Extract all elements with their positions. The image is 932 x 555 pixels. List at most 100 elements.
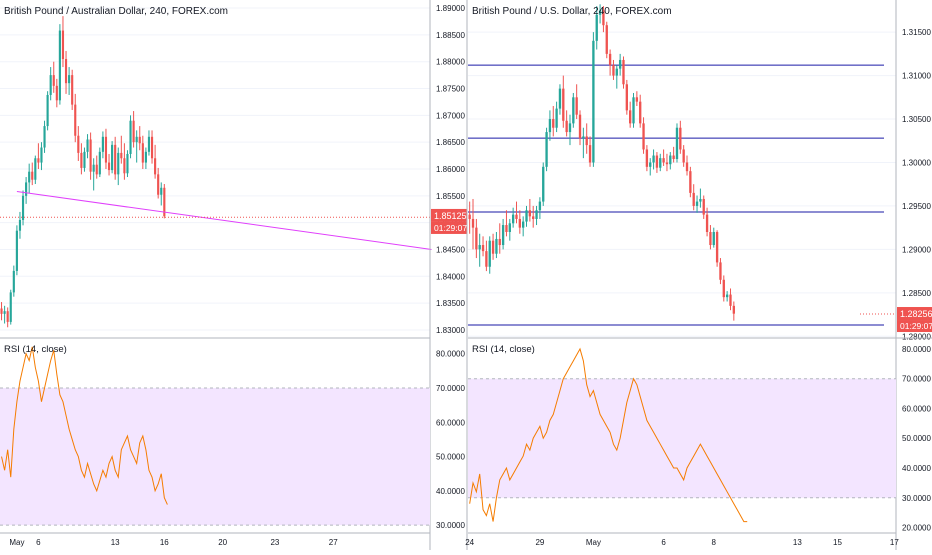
right-candle-body: [675, 127, 679, 160]
left-rsi-band: [0, 388, 430, 526]
right-candle-body: [695, 201, 699, 206]
right-candle-body: [582, 136, 585, 139]
left-candle-body: [40, 147, 43, 163]
right-candle-body: [552, 119, 555, 128]
left-candle-body: [43, 126, 46, 148]
right-candle-body: [575, 97, 578, 115]
left-rsi-tick: 30.0000: [436, 521, 465, 530]
left-time-axis[interactable]: May 6 13 16 20 23 27: [0, 532, 430, 547]
right-candle-body: [525, 210, 528, 222]
right-candle-body: [565, 120, 568, 133]
right-rsi-tick: 50.0000: [902, 434, 931, 443]
right-candle-body: [508, 223, 511, 232]
right-candle-body: [712, 231, 715, 246]
left-time-tick: 20: [218, 538, 227, 547]
right-last-price-badge: [897, 307, 932, 321]
right-rsi-tick: 80.0000: [902, 345, 931, 354]
left-price-axis[interactable]: 1.89000 1.88500 1.88000 1.87500 1.87000 1.865…: [429, 0, 467, 550]
left-price-tick: 1.83500: [436, 299, 465, 308]
left-time-tick: 6: [36, 538, 41, 547]
right-candle-body: [615, 68, 618, 76]
right-candle-body: [505, 225, 508, 232]
left-candle-body: [52, 75, 55, 86]
left-candle-body: [25, 182, 28, 196]
right-rsi-tick: 60.0000: [902, 404, 931, 413]
right-candle-body: [572, 97, 575, 124]
left-price-tick: 1.86500: [436, 138, 465, 147]
left-time-tick: 27: [329, 538, 338, 547]
right-candle-body: [692, 192, 695, 206]
left-candle-body: [138, 136, 141, 144]
right-candle-body: [485, 251, 488, 267]
right-candle-body: [659, 158, 662, 168]
left-price-pane[interactable]: British Pound / Australian Dollar, 240, …: [0, 0, 432, 338]
left-trendline[interactable]: [16, 191, 432, 250]
right-time-ticks: 24 29 May 6 8 13 15 17: [465, 538, 899, 547]
left-candle-body: [135, 136, 138, 143]
left-candle-body: [31, 171, 34, 180]
left-rsi-tick: 40.0000: [436, 487, 465, 496]
left-candle-body: [163, 187, 166, 217]
right-price-plot-area[interactable]: [468, 0, 896, 338]
left-countdown-badge: [431, 221, 467, 234]
right-time-axis[interactable]: 24 29 May 6 8 13 15 17: [465, 532, 899, 547]
left-candle-body: [141, 143, 144, 163]
left-rsi-pane[interactable]: RSI (14, close) 80.0000 70.0000 60.0000 50.…: [0, 337, 465, 530]
right-candle-body: [515, 214, 518, 219]
right-candle-body: [729, 294, 732, 306]
left-candle-body: [46, 94, 49, 127]
right-candle-body: [605, 25, 608, 54]
right-rsi-pane[interactable]: RSI (14, close) 80.0000 70.0000 60.0000 50.…: [468, 337, 932, 533]
right-price-tick: 1.29500: [902, 202, 931, 211]
right-price-tick: 1.31500: [902, 28, 931, 37]
right-candle-body: [478, 245, 481, 250]
right-candle-body: [652, 155, 655, 163]
right-countdown-text: 01:29:07: [900, 321, 932, 331]
right-candle-body: [495, 238, 498, 254]
left-candle-body: [126, 153, 129, 174]
left-price-tick: 1.84500: [436, 245, 465, 254]
right-time-tick: 8: [712, 538, 717, 547]
right-candle-body: [542, 166, 545, 202]
right-candles: [468, 4, 735, 321]
right-candle-body: [722, 279, 725, 298]
left-rsi-tick: 70.0000: [436, 384, 465, 393]
right-candle-body: [562, 88, 565, 121]
left-rsi-title: RSI (14, close): [4, 344, 67, 355]
right-rsi-tick: 70.0000: [902, 375, 931, 384]
right-candle-body: [585, 136, 588, 146]
right-candle-body: [602, 10, 605, 26]
right-candle-body: [709, 231, 712, 246]
left-candle-body: [107, 162, 111, 171]
right-time-tick: 6: [661, 538, 666, 547]
right-candle-body: [685, 162, 689, 172]
left-candle-body: [150, 136, 154, 159]
left-price-tick: 1.88000: [436, 58, 465, 67]
right-candle-body: [622, 59, 625, 85]
right-rsi-tick: 20.0000: [902, 524, 931, 533]
left-candle-body: [74, 104, 77, 136]
left-candle-body: [9, 292, 12, 322]
left-last-price-badge: [431, 208, 467, 222]
right-candle-body: [522, 221, 525, 228]
left-price-tick: 1.86000: [436, 165, 465, 174]
right-candle-body: [555, 108, 558, 128]
left-price-tick: 1.84000: [436, 272, 465, 281]
left-candle-body: [68, 75, 71, 84]
left-candle-body: [15, 230, 18, 271]
right-candle-body: [732, 305, 735, 314]
left-price-tick: 1.85500: [436, 192, 465, 201]
left-candle-body: [3, 311, 6, 314]
right-candle-body: [535, 210, 538, 219]
left-candle-body: [157, 174, 160, 195]
right-price-pane[interactable]: British Pound / U.S. Dollar, 240, FOREX.…: [468, 0, 896, 338]
left-candle-body: [37, 158, 40, 163]
left-candle-body: [92, 164, 95, 172]
right-time-tick: 15: [833, 538, 842, 547]
right-candle-body: [481, 245, 485, 252]
right-candle-body: [682, 149, 685, 163]
left-countdown-text: 01:29:07: [434, 223, 467, 233]
right-rsi-tick: 40.0000: [902, 464, 931, 473]
right-candle-body: [679, 127, 682, 150]
right-candle-body: [642, 123, 645, 150]
